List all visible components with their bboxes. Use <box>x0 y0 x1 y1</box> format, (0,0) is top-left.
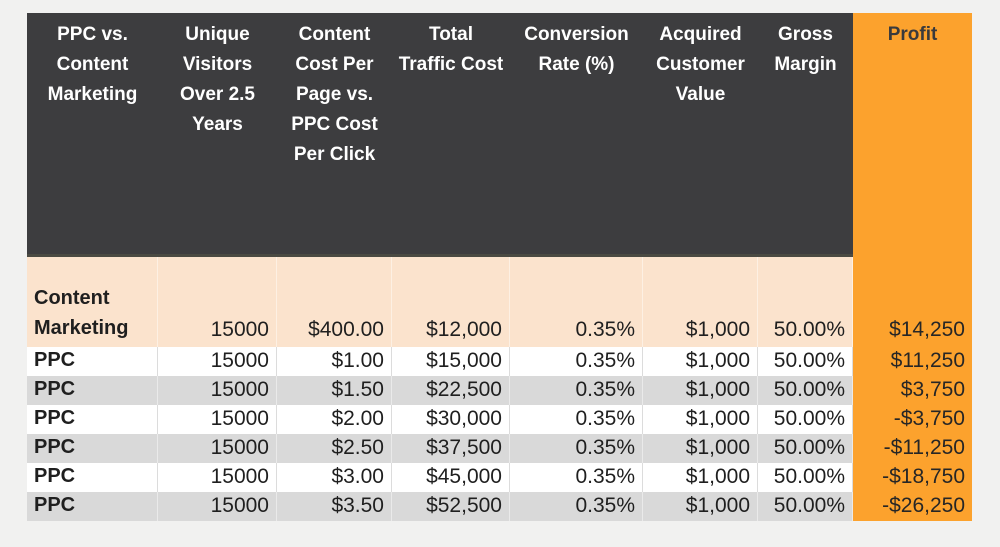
cell-unique-visitors[interactable]: 15000 <box>158 434 277 463</box>
cell-total-traffic-cost[interactable]: $12,000 <box>392 257 510 347</box>
cell-content-cost[interactable]: $3.50 <box>277 492 392 521</box>
cell-conversion-rate[interactable]: 0.35% <box>510 376 643 405</box>
header-cell-unique-visitors[interactable]: Unique Visitors Over 2.5 Years <box>158 13 277 257</box>
cell-acquired-customer-value[interactable]: $1,000 <box>643 376 758 405</box>
cell-acquired-customer-value[interactable]: $1,000 <box>643 257 758 347</box>
cell-row-label[interactable]: PPC <box>27 434 158 463</box>
header-cell-acquired-customer-value[interactable]: Acquired Customer Value <box>643 13 758 257</box>
cell-content-cost[interactable]: $1.50 <box>277 376 392 405</box>
header-cell-ppc-vs-content[interactable]: PPC vs. Content Marketing <box>27 13 158 257</box>
cell-gross-margin[interactable]: 50.00% <box>758 376 853 405</box>
cell-unique-visitors[interactable]: 15000 <box>158 257 277 347</box>
table-row-ppc-3: PPC 15000 $2.00 $30,000 0.35% $1,000 50.… <box>27 405 972 434</box>
cell-gross-margin[interactable]: 50.00% <box>758 434 853 463</box>
cell-total-traffic-cost[interactable]: $52,500 <box>392 492 510 521</box>
cell-unique-visitors[interactable]: 15000 <box>158 376 277 405</box>
cell-conversion-rate[interactable]: 0.35% <box>510 347 643 376</box>
cell-row-label[interactable]: Content Marketing <box>27 257 158 347</box>
cell-total-traffic-cost[interactable]: $45,000 <box>392 463 510 492</box>
cell-profit[interactable]: $11,250 <box>853 347 972 376</box>
table-row-ppc-2: PPC 15000 $1.50 $22,500 0.35% $1,000 50.… <box>27 376 972 405</box>
cell-unique-visitors[interactable]: 15000 <box>158 405 277 434</box>
cell-content-cost[interactable]: $3.00 <box>277 463 392 492</box>
cell-content-cost[interactable]: $400.00 <box>277 257 392 347</box>
cell-conversion-rate[interactable]: 0.35% <box>510 492 643 521</box>
cell-profit[interactable]: -$18,750 <box>853 463 972 492</box>
cell-content-cost[interactable]: $2.50 <box>277 434 392 463</box>
cell-gross-margin[interactable]: 50.00% <box>758 347 853 376</box>
table-row-content-marketing: Content Marketing 15000 $400.00 $12,000 … <box>27 257 972 347</box>
cell-acquired-customer-value[interactable]: $1,000 <box>643 434 758 463</box>
cell-gross-margin[interactable]: 50.00% <box>758 257 853 347</box>
cell-row-label[interactable]: PPC <box>27 347 158 376</box>
header-cell-profit[interactable]: Profit <box>853 13 972 257</box>
cell-total-traffic-cost[interactable]: $37,500 <box>392 434 510 463</box>
table-header-row: PPC vs. Content Marketing Unique Visitor… <box>27 13 972 257</box>
cell-acquired-customer-value[interactable]: $1,000 <box>643 405 758 434</box>
cell-conversion-rate[interactable]: 0.35% <box>510 405 643 434</box>
cell-gross-margin[interactable]: 50.00% <box>758 463 853 492</box>
cell-total-traffic-cost[interactable]: $15,000 <box>392 347 510 376</box>
cell-row-label[interactable]: PPC <box>27 405 158 434</box>
cell-profit[interactable]: -$3,750 <box>853 405 972 434</box>
cell-acquired-customer-value[interactable]: $1,000 <box>643 463 758 492</box>
cell-gross-margin[interactable]: 50.00% <box>758 492 853 521</box>
cell-profit[interactable]: $3,750 <box>853 376 972 405</box>
cell-row-label[interactable]: PPC <box>27 376 158 405</box>
cell-acquired-customer-value[interactable]: $1,000 <box>643 347 758 376</box>
cell-conversion-rate[interactable]: 0.35% <box>510 463 643 492</box>
header-cell-total-traffic-cost[interactable]: Total Traffic Cost <box>392 13 510 257</box>
cell-content-cost[interactable]: $1.00 <box>277 347 392 376</box>
spreadsheet-table: PPC vs. Content Marketing Unique Visitor… <box>27 13 972 521</box>
cell-total-traffic-cost[interactable]: $22,500 <box>392 376 510 405</box>
cell-total-traffic-cost[interactable]: $30,000 <box>392 405 510 434</box>
cell-profit[interactable]: -$26,250 <box>853 492 972 521</box>
header-cell-gross-margin[interactable]: Gross Margin <box>758 13 853 257</box>
cell-row-label[interactable]: PPC <box>27 492 158 521</box>
cell-gross-margin[interactable]: 50.00% <box>758 405 853 434</box>
table-row-ppc-1: PPC 15000 $1.00 $15,000 0.35% $1,000 50.… <box>27 347 972 376</box>
cell-unique-visitors[interactable]: 15000 <box>158 492 277 521</box>
header-cell-conversion-rate[interactable]: Conversion Rate (%) <box>510 13 643 257</box>
cell-unique-visitors[interactable]: 15000 <box>158 347 277 376</box>
cell-row-label[interactable]: PPC <box>27 463 158 492</box>
table-row-ppc-6: PPC 15000 $3.50 $52,500 0.35% $1,000 50.… <box>27 492 972 521</box>
cell-unique-visitors[interactable]: 15000 <box>158 463 277 492</box>
cell-acquired-customer-value[interactable]: $1,000 <box>643 492 758 521</box>
cell-content-cost[interactable]: $2.00 <box>277 405 392 434</box>
table-row-ppc-5: PPC 15000 $3.00 $45,000 0.35% $1,000 50.… <box>27 463 972 492</box>
cell-conversion-rate[interactable]: 0.35% <box>510 257 643 347</box>
table-row-ppc-4: PPC 15000 $2.50 $37,500 0.35% $1,000 50.… <box>27 434 972 463</box>
cell-profit[interactable]: $14,250 <box>853 257 972 347</box>
cell-profit[interactable]: -$11,250 <box>853 434 972 463</box>
header-cell-content-cost[interactable]: Content Cost Per Page vs. PPC Cost Per C… <box>277 13 392 257</box>
cell-conversion-rate[interactable]: 0.35% <box>510 434 643 463</box>
